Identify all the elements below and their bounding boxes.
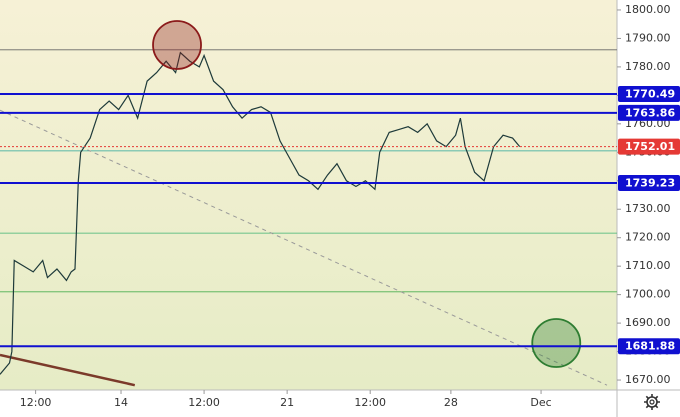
x-tick-label: 21 — [280, 396, 294, 409]
plot-background — [0, 0, 617, 390]
highlight-circle — [531, 318, 582, 368]
level-label-box — [618, 104, 680, 121]
level-label-box — [618, 138, 680, 155]
y-tick-label: 1780.00 — [625, 60, 671, 73]
level-label-box — [618, 85, 680, 102]
level-label: 1681.88 — [625, 340, 675, 353]
x-tick-label: 12:00 — [354, 396, 386, 409]
x-tick-label: 14 — [114, 396, 128, 409]
x-tick-label: 12:00 — [20, 396, 52, 409]
y-tick-label: 1790.00 — [625, 31, 671, 44]
level-label: 1739.23 — [625, 176, 675, 189]
y-tick-label: 1800.00 — [625, 3, 671, 16]
y-tick-label: 1720.00 — [625, 231, 671, 244]
level-label: 1770.49 — [625, 87, 675, 100]
x-tick-label: Dec — [530, 396, 551, 409]
x-tick-label: 28 — [444, 396, 458, 409]
trend-line — [0, 353, 136, 387]
price-line — [0, 51, 521, 375]
highlight-circle — [152, 20, 202, 70]
settings-icon[interactable] — [644, 394, 660, 410]
y-tick-label: 1710.00 — [625, 259, 671, 272]
y-tick-label: 1700.00 — [625, 288, 671, 301]
level-label: 1752.01 — [625, 140, 675, 153]
level-label-box — [618, 174, 680, 191]
y-tick-label: 1730.00 — [625, 202, 671, 215]
level-label-box — [618, 338, 680, 355]
y-tick-label: 1690.00 — [625, 316, 671, 329]
level-label: 1763.86 — [625, 106, 675, 119]
x-tick-label: 12:00 — [188, 396, 220, 409]
trend-line — [0, 109, 608, 386]
y-tick-label: 1670.00 — [625, 373, 671, 386]
